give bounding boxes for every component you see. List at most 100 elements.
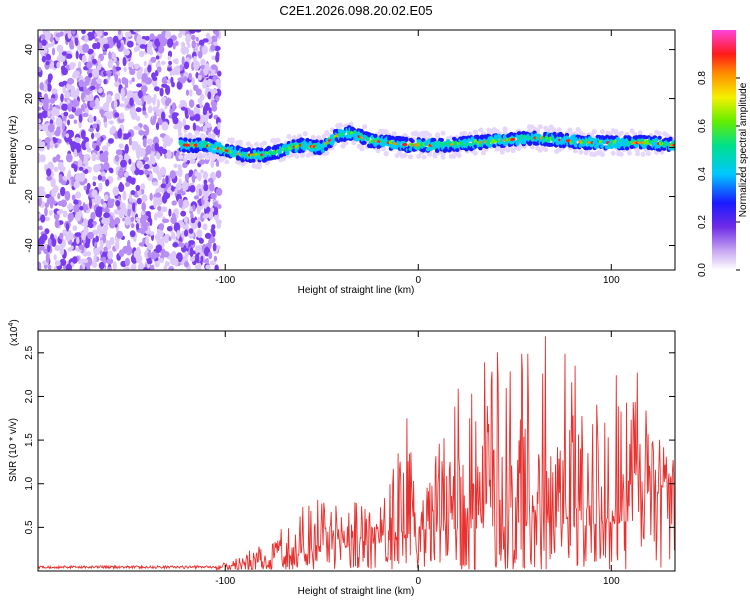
noise-cell: [152, 181, 159, 186]
noise-cell: [135, 184, 141, 192]
noise-cell: [49, 139, 54, 149]
noise-cell: [135, 254, 143, 264]
noise-cell: [168, 208, 172, 217]
noise-cell: [96, 78, 102, 85]
ridge-cell: [455, 148, 460, 152]
halo-cell: [472, 150, 478, 156]
noise-cell: [159, 166, 167, 176]
ridge-cell: [624, 146, 630, 151]
noise-cell: [84, 80, 90, 86]
noise-cell: [66, 82, 71, 90]
noise-cell: [101, 218, 106, 224]
noise-cell: [168, 60, 173, 66]
halo-cell: [537, 124, 543, 130]
noise-cell: [94, 197, 101, 205]
noise-cell: [195, 36, 199, 42]
noise-cell: [141, 194, 148, 203]
noise-cell: [138, 130, 145, 136]
noise-cell: [92, 123, 98, 129]
noise-cell: [128, 91, 134, 97]
noise-cell: [201, 45, 208, 55]
noise-cell: [120, 159, 127, 168]
snr-scale-label: (x104): [8, 319, 20, 346]
noise-cell: [166, 226, 173, 232]
noise-cell: [75, 87, 80, 98]
noise-cell: [155, 244, 162, 253]
colorbar-gradient: [712, 30, 736, 270]
noise-cell: [204, 213, 210, 219]
noise-cell: [128, 61, 134, 68]
halo-cell: [645, 151, 651, 157]
halo-cell: [472, 129, 478, 135]
noise-cell: [81, 140, 88, 151]
noise-cell: [38, 140, 43, 149]
noise-cell: [67, 169, 71, 178]
noise-cell: [176, 81, 183, 90]
noise-cell: [200, 169, 204, 174]
noise-cell: [47, 75, 52, 84]
noise-cell: [198, 237, 204, 244]
halo-cell: [578, 149, 584, 155]
halo-cell: [626, 150, 632, 156]
noise-cell: [147, 64, 152, 73]
noise-cell: [175, 182, 182, 191]
noise-cell: [115, 200, 121, 207]
noise-cell: [44, 207, 48, 217]
noise-cell: [119, 103, 126, 108]
noise-cell: [162, 177, 166, 185]
noise-cell: [158, 231, 164, 237]
noise-cell: [82, 252, 88, 257]
noise-cell: [104, 194, 109, 200]
noise-cell: [71, 256, 78, 264]
figure-title: C2E1.2026.098.20.02.E05: [279, 3, 432, 18]
noise-cell: [186, 36, 190, 46]
noise-cell: [128, 79, 133, 85]
noise-cell: [161, 121, 169, 131]
halo-cell: [421, 154, 427, 160]
noise-cell: [66, 204, 74, 210]
noise-cell: [145, 77, 153, 85]
noise-cell: [189, 116, 196, 121]
noise-cell: [39, 154, 46, 163]
noise-cell: [125, 181, 130, 187]
noise-cell: [171, 212, 176, 222]
noise-cell: [81, 231, 86, 241]
noise-cell: [121, 95, 126, 101]
noise-cell: [38, 197, 42, 207]
noise-cell: [192, 204, 196, 210]
ridge-cell: [421, 138, 426, 142]
spectrogram-panel: -100 0 100 -40 -20 0 20 40 Height of straight l…: [8, 29, 749, 296]
noise-cell: [168, 267, 174, 270]
noise-cell: [101, 175, 106, 182]
noise-cell: [92, 176, 98, 181]
noise-cell: [38, 66, 42, 73]
noise-cell: [190, 217, 196, 224]
noise-cell: [155, 192, 162, 198]
noise-cell: [180, 45, 188, 55]
noise-cell: [114, 73, 119, 83]
halo-cell: [229, 139, 235, 145]
noise-cell: [207, 240, 212, 249]
noise-cell: [38, 42, 43, 50]
noise-cell: [106, 114, 113, 120]
noise-cell: [38, 124, 43, 131]
halo-cell: [402, 152, 408, 158]
noise-cell: [66, 53, 73, 59]
noise-cell: [92, 68, 100, 78]
snr-ticks: -100 0 100 0.5 1.0 1.5 2.0 2.5: [24, 331, 675, 587]
ridge-cell: [251, 158, 256, 163]
halo-cell: [302, 131, 308, 137]
x-tick-label: 0: [415, 275, 421, 286]
noise-cell: [87, 231, 94, 240]
noise-cell: [205, 264, 211, 270]
noise-cell: [146, 44, 152, 55]
noise-cell: [77, 159, 83, 167]
noise-cell: [210, 192, 217, 200]
noise-cell: [200, 58, 206, 66]
halo-cell: [545, 128, 551, 134]
snr-xlabel: Height of straight line (km): [298, 586, 415, 597]
noise-cell: [82, 218, 89, 228]
noise-cell: [40, 233, 48, 241]
ridge-cell: [657, 135, 662, 140]
